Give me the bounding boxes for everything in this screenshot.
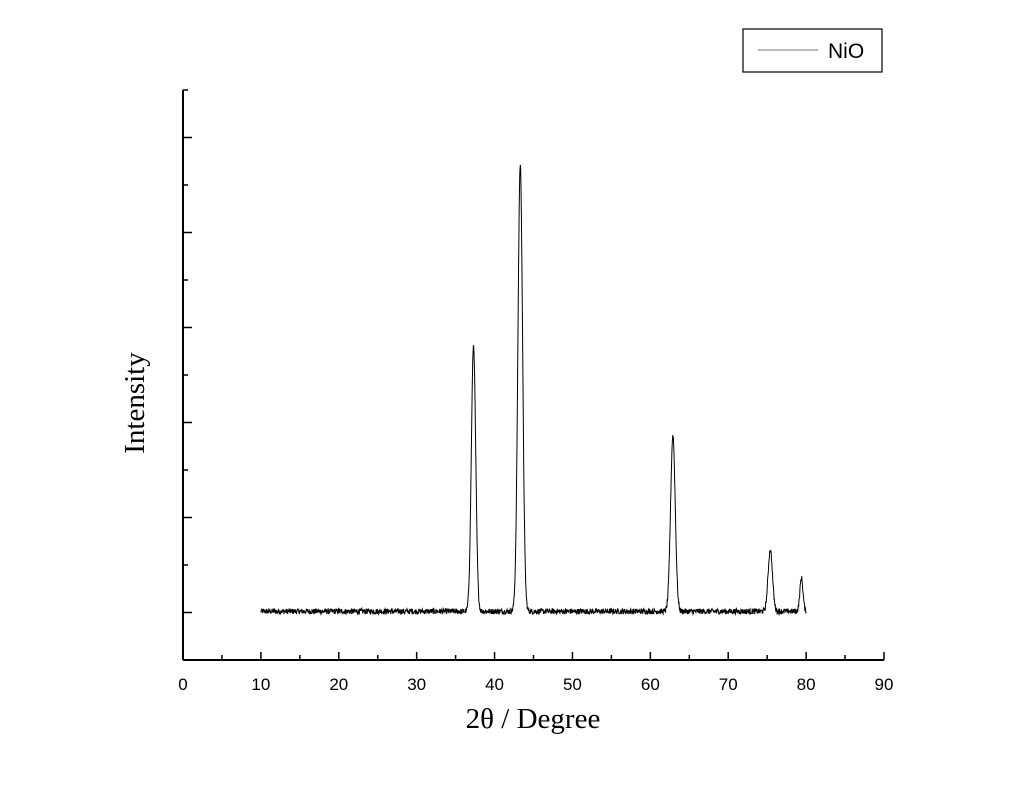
x-tick-label: 80 [797, 675, 816, 694]
x-tick-label: 20 [329, 675, 348, 694]
x-axis-title: 2θ / Degree [466, 703, 601, 735]
y-ticks [183, 89, 192, 661]
x-ticks: 0 10 20 30 40 50 60 70 80 90 [178, 652, 893, 694]
x-tick-label: 90 [875, 675, 894, 694]
x-tick-label: 40 [485, 675, 504, 694]
x-tick-label: 30 [407, 675, 426, 694]
y-axis-title: Intensity [119, 352, 151, 454]
legend: NiO [742, 28, 883, 73]
nio-series-line [260, 164, 807, 617]
x-tick-label: 0 [178, 675, 187, 694]
x-tick-label: 70 [719, 675, 738, 694]
x-tick-label: 60 [641, 675, 660, 694]
legend-label: NiO [828, 40, 864, 63]
x-tick-label: 50 [563, 675, 582, 694]
x-tick-label: 10 [251, 675, 270, 694]
